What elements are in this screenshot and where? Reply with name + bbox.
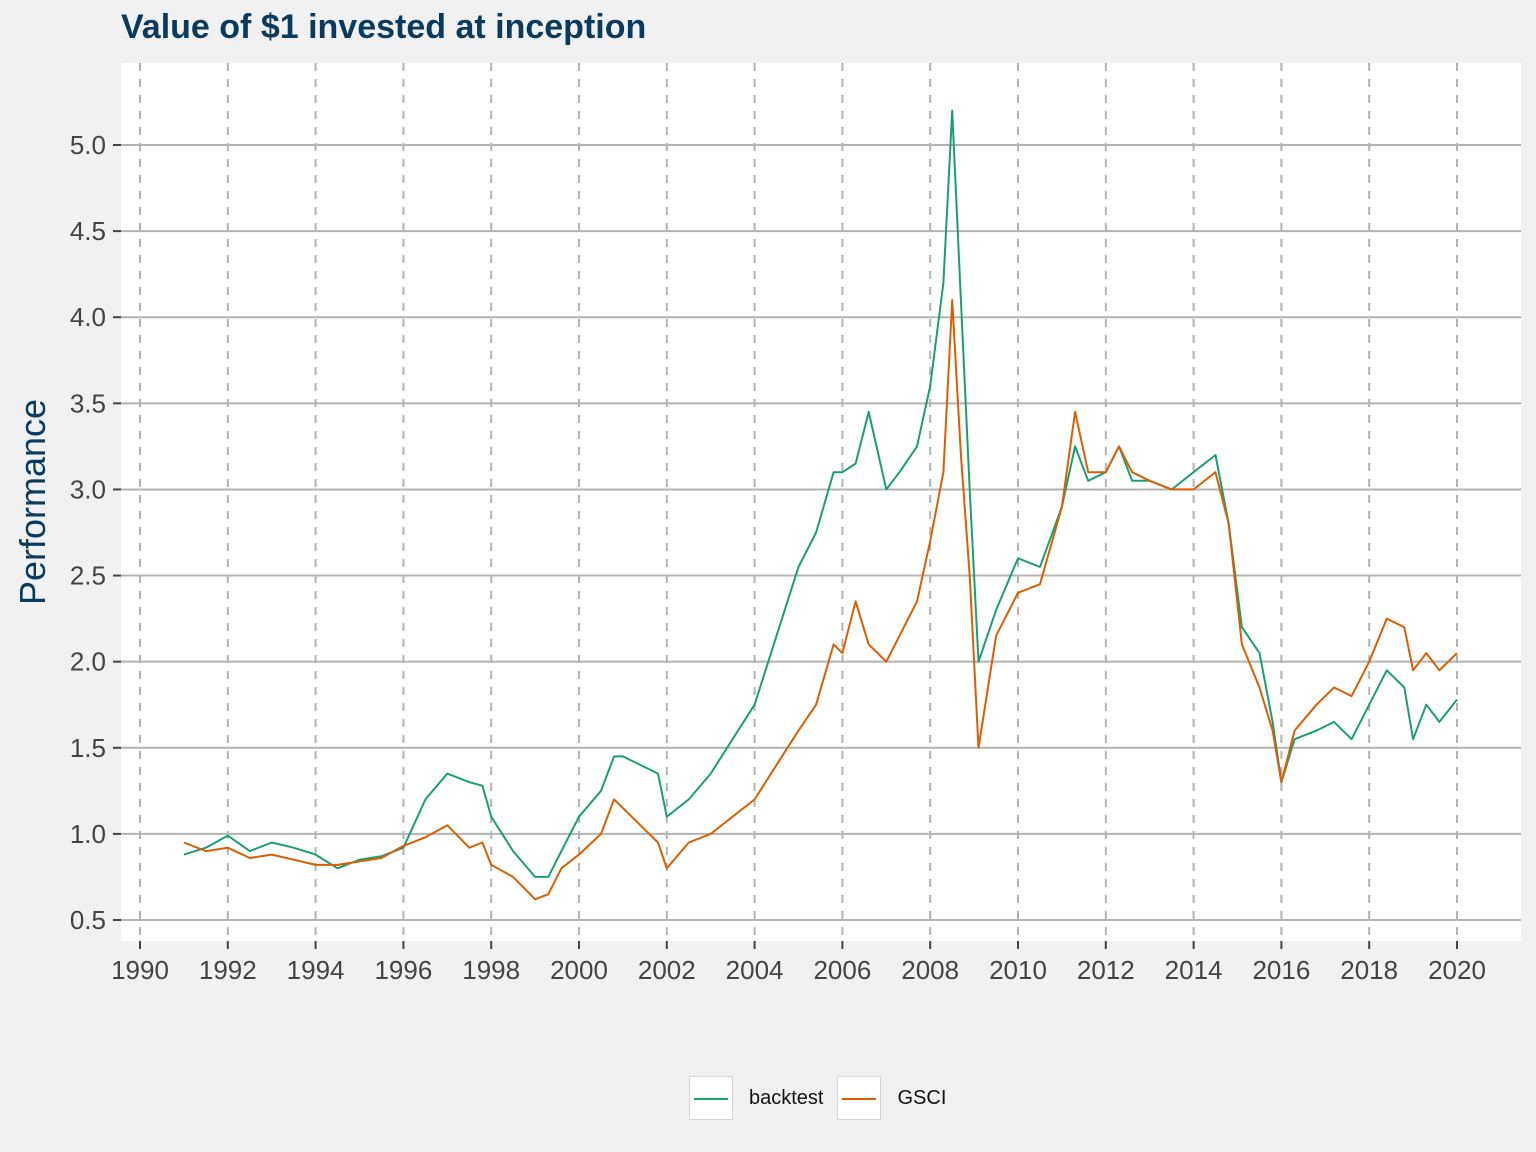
legend-item-backtest: backtest	[689, 1076, 823, 1120]
x-tick-label: 2014	[1165, 955, 1223, 985]
y-tick-label: 1.0	[70, 819, 106, 849]
y-axis-label: Performance	[12, 399, 53, 605]
y-tick-label: 2.0	[70, 647, 106, 677]
series-line-gsci	[183, 299, 1458, 901]
x-tick-label: 2010	[989, 955, 1047, 985]
x-tick-label: 1998	[462, 955, 520, 985]
y-tick-label: 2.5	[70, 561, 106, 591]
grid-lines	[121, 63, 1521, 941]
legend-item-gsci: GSCI	[837, 1076, 946, 1120]
x-tick-label: 1992	[199, 955, 257, 985]
y-tick-label: 3.5	[70, 388, 106, 418]
x-tick-label: 2004	[726, 955, 784, 985]
y-tick-label: 5.0	[70, 130, 106, 160]
x-tick-label: 2012	[1077, 955, 1135, 985]
x-tick-label: 2002	[638, 955, 696, 985]
x-tick-label: 2020	[1428, 955, 1486, 985]
y-tick-label: 4.0	[70, 302, 106, 332]
x-tick-label: 1996	[374, 955, 432, 985]
x-axis: 1990 1992 1994 1996 1998 2000 2002 2004 2006 2008…	[111, 941, 1486, 985]
x-tick-label: 2008	[901, 955, 959, 985]
x-tick-label: 1990	[111, 955, 169, 985]
series-line-backtest	[183, 109, 1458, 878]
y-axis: 0.5 1.0 1.5 2.0 2.5 3.0 3.5 4.0 4.5 5.0	[70, 130, 121, 935]
plot-panel	[121, 63, 1521, 941]
y-tick-label: 4.5	[70, 216, 106, 246]
legend-label-gsci: GSCI	[897, 1086, 947, 1109]
x-tick-label: 2006	[813, 955, 871, 985]
x-tick-label: 2018	[1340, 955, 1398, 985]
x-tick-label: 2000	[550, 955, 608, 985]
legend-swatch-gsci	[842, 1098, 877, 1100]
y-tick-label: 1.5	[70, 733, 106, 763]
series-lines	[183, 109, 1458, 901]
y-tick-label: 0.5	[70, 905, 106, 935]
legend-key-backtest	[689, 1076, 733, 1120]
x-tick-label: 2016	[1252, 955, 1310, 985]
chart-title: Value of $1 invested at inception	[121, 8, 647, 46]
legend: backtest GSCI	[689, 1076, 960, 1120]
x-tick-label: 1994	[287, 955, 345, 985]
legend-key-gsci	[837, 1076, 882, 1120]
y-tick-label: 3.0	[70, 474, 106, 504]
legend-label-backtest: backtest	[749, 1086, 824, 1109]
legend-swatch-backtest	[694, 1098, 728, 1100]
